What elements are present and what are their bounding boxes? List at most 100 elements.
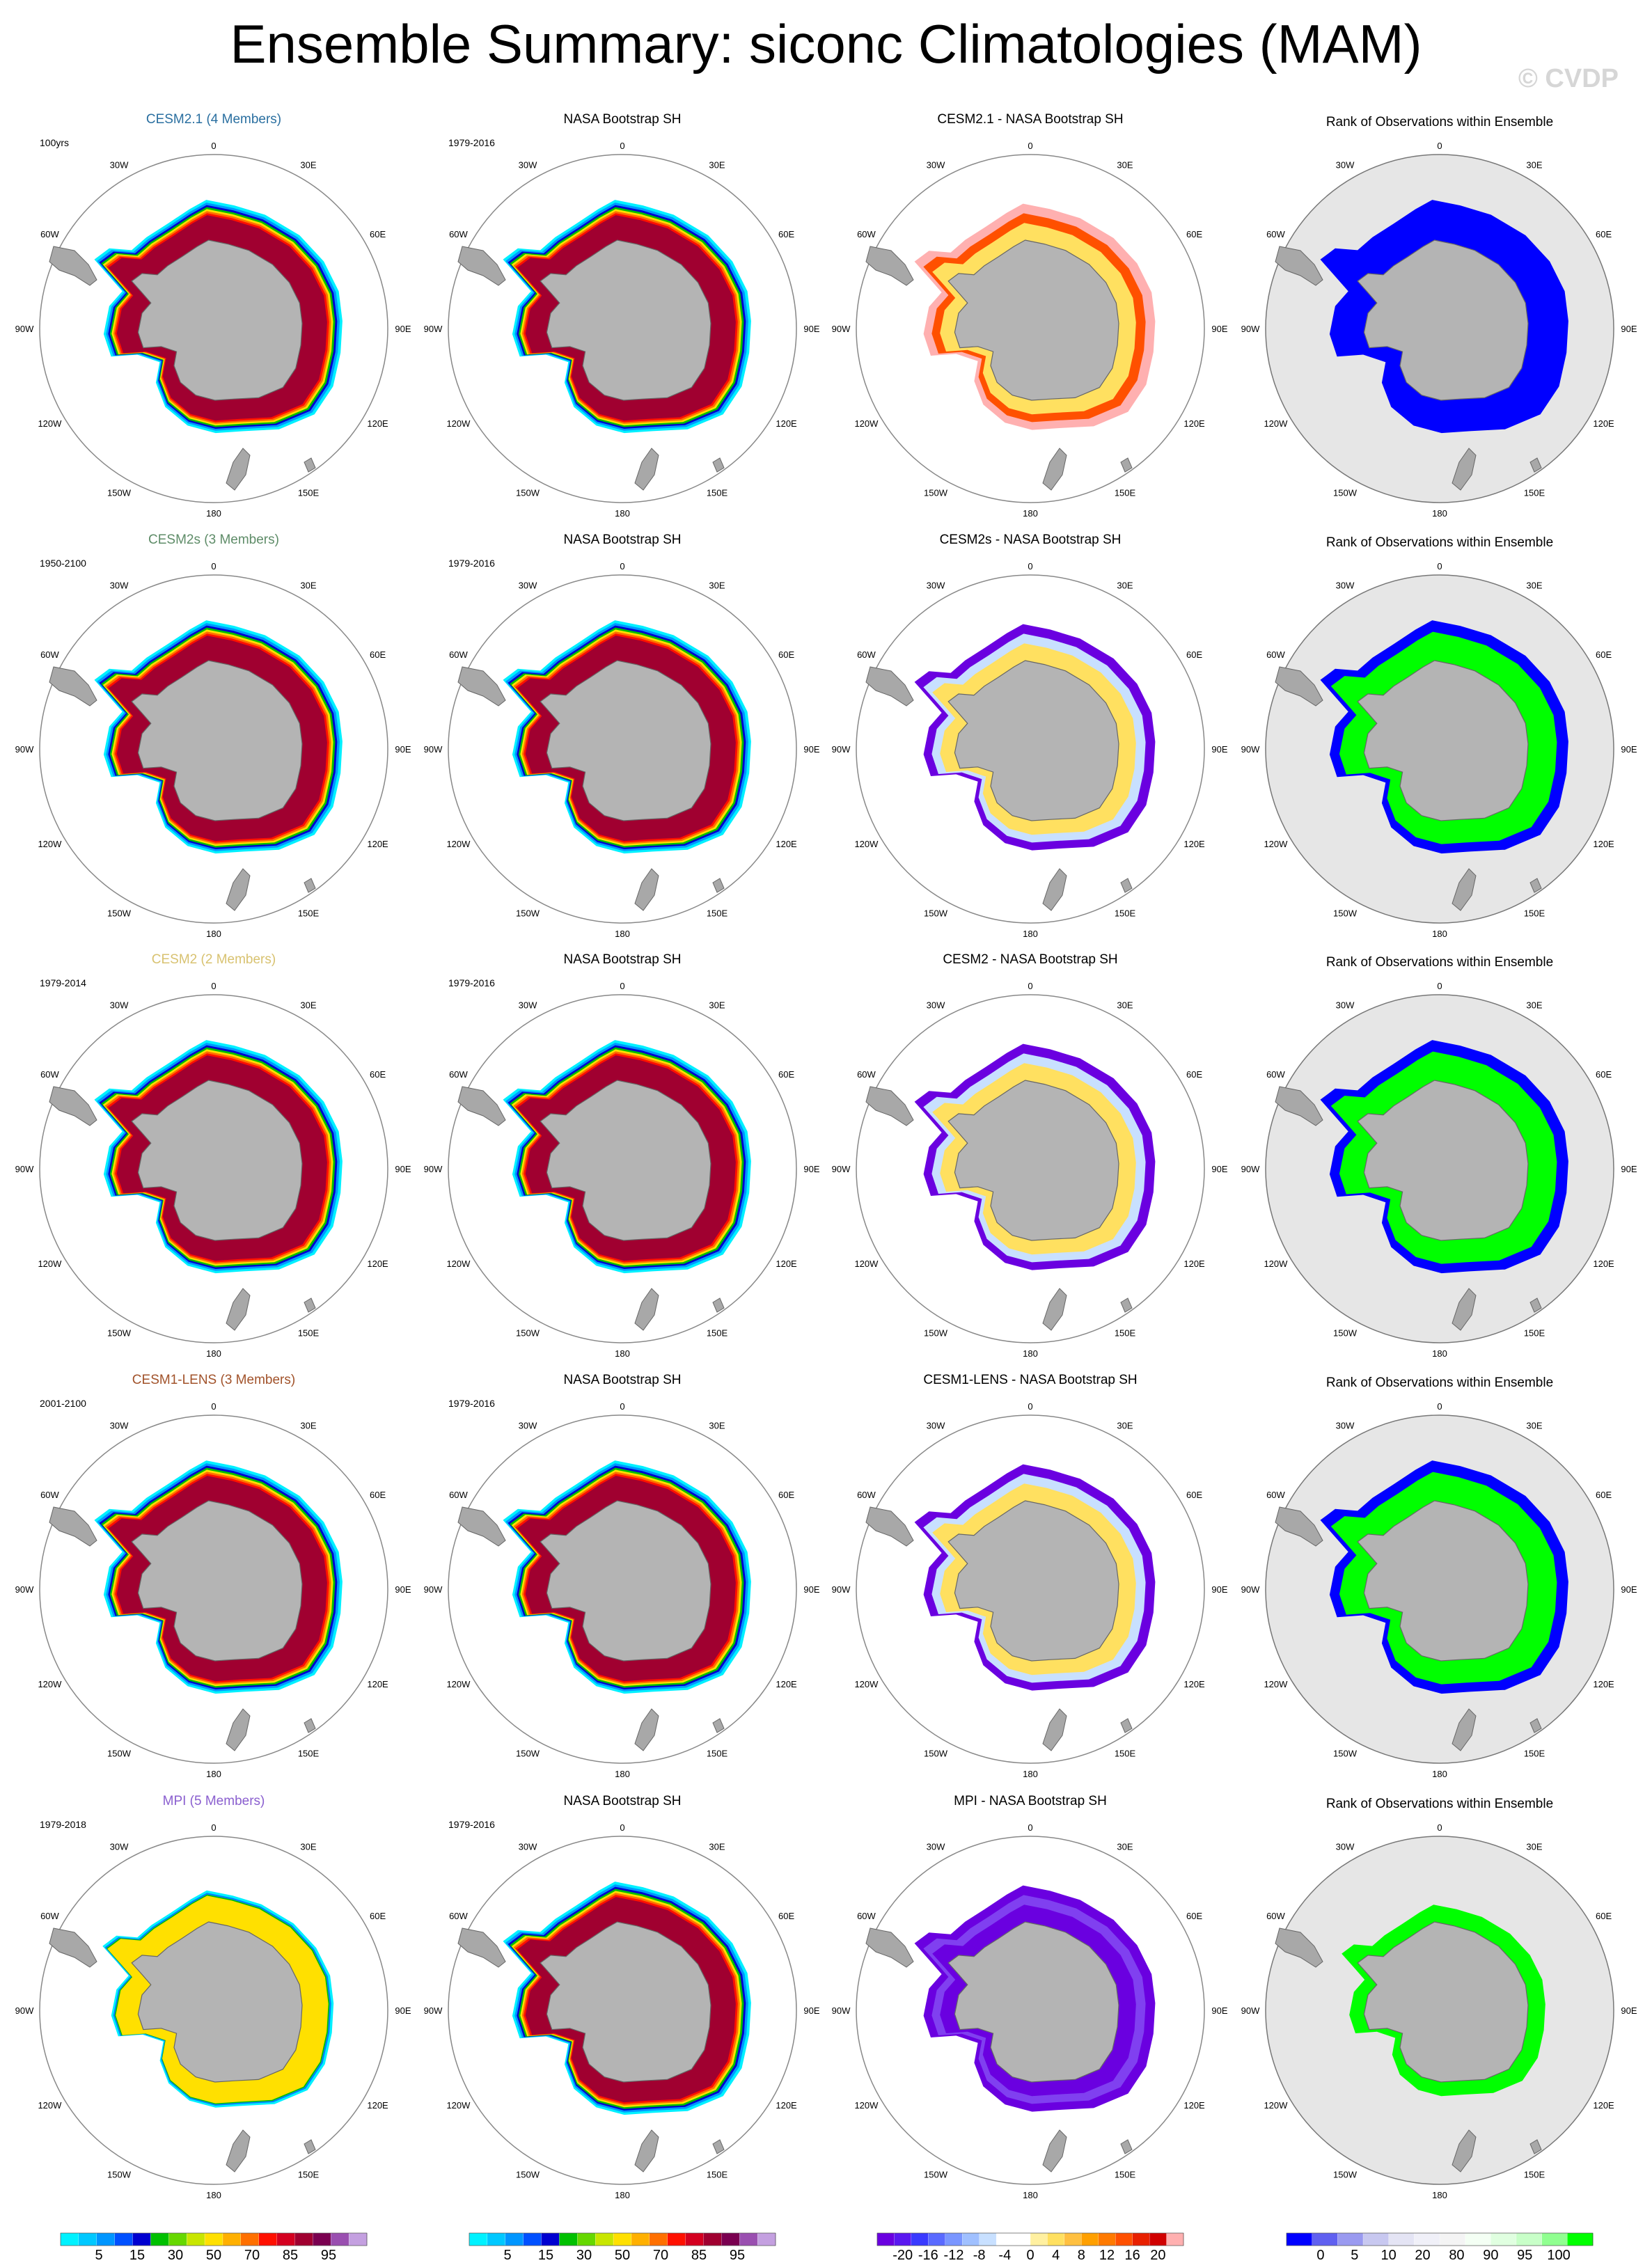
- colorbar-frame: [1286, 2232, 1594, 2246]
- lon-label-east: 150E: [1115, 1749, 1136, 1759]
- lon-label-east: 60E: [1596, 1069, 1612, 1080]
- lon-label-west: 90W: [15, 1164, 34, 1174]
- lon-label-west: 90W: [832, 2005, 851, 2016]
- lon-label-east: 90E: [1621, 2005, 1637, 2016]
- lon-label-bottom: 180: [1432, 1769, 1447, 1779]
- lon-label-bottom: 180: [206, 508, 221, 519]
- lon-label-west: 90W: [424, 2005, 443, 2016]
- colorbar-swatch: [114, 2232, 134, 2246]
- tasmania-land: [304, 1298, 316, 1313]
- antarctica-land: [947, 1500, 1119, 1662]
- colorbar-tick-label: 95: [1517, 2248, 1532, 2263]
- map-panel: 0 180 30E 30W 60E 60W 90E 90W 120E 120W 150E 150W CE…: [832, 533, 1228, 939]
- south-america-land: [49, 1927, 97, 1968]
- lon-label-west: 150W: [1333, 908, 1358, 919]
- lon-label-top: 0: [211, 141, 216, 151]
- lon-label-west: 60W: [40, 1911, 59, 1921]
- new-zealand-land: [1452, 1708, 1477, 1751]
- lon-label-west: 150W: [1333, 1749, 1358, 1759]
- lon-label-west: 30W: [519, 1420, 537, 1430]
- south-america-land: [49, 1506, 97, 1547]
- lon-label-bottom: 180: [1432, 929, 1447, 939]
- lon-label-bottom: 180: [615, 929, 630, 939]
- antarctica-land: [540, 1500, 711, 1662]
- map-panel: 0 180 30E 30W 60E 60W 90E 90W 120E 120W 150E 150W NA…: [424, 533, 820, 939]
- colorbar-swatch: [348, 2232, 368, 2246]
- lon-label-east: 120E: [1183, 1259, 1205, 1269]
- new-zealand-land: [1452, 868, 1477, 911]
- lon-label-west: 150W: [516, 1749, 540, 1759]
- panel-title-difference: CESM1-LENS - NASA Bootstrap SH: [923, 1373, 1137, 1387]
- colorbar-swatch: [739, 2232, 758, 2246]
- lon-label-west: 60W: [857, 1069, 876, 1080]
- lon-label-west: 30W: [519, 159, 537, 170]
- colorbar-swatch: [979, 2232, 997, 2246]
- colorbar-tick-label: 4: [1052, 2248, 1060, 2263]
- lon-label-west: 30W: [1336, 1000, 1355, 1010]
- lon-label-east: 30E: [1117, 1841, 1133, 1852]
- colorbar-swatch: [577, 2232, 596, 2246]
- lon-label-west: 30W: [110, 1000, 129, 1010]
- tasmania-land: [1529, 1718, 1542, 1733]
- colorbar-tick-label: 15: [538, 2248, 553, 2263]
- colorbar-swatch: [276, 2232, 296, 2246]
- lon-label-west: 150W: [107, 1749, 132, 1759]
- colorbar-swatch: [1115, 2232, 1133, 2246]
- antarctica-land: [947, 239, 1119, 401]
- lon-label-bottom: 180: [206, 1348, 221, 1359]
- lon-label-west: 90W: [1241, 324, 1260, 334]
- lon-label-west: 120W: [1264, 2100, 1288, 2111]
- antarctica-land: [131, 239, 303, 401]
- lon-label-west: 30W: [1336, 159, 1355, 170]
- lon-label-east: 30E: [709, 1000, 725, 1010]
- lon-label-bottom: 180: [1432, 1348, 1447, 1359]
- lon-label-east: 90E: [1211, 2005, 1227, 2016]
- panel-title-model: CESM1-LENS (3 Members): [132, 1373, 295, 1387]
- colorbar-tick-label: 95: [321, 2248, 336, 2263]
- new-zealand-land: [634, 1288, 659, 1331]
- lon-label-bottom: 180: [615, 1769, 630, 1779]
- lon-label-west: 30W: [1336, 580, 1355, 590]
- colorbar-swatch: [1388, 2232, 1415, 2246]
- new-zealand-land: [1042, 868, 1067, 911]
- lon-label-west: 120W: [854, 2100, 879, 2111]
- lon-label-west: 90W: [832, 1164, 851, 1174]
- panel-title-rank: Rank of Observations within Ensemble: [1326, 115, 1553, 129]
- lon-label-east: 60E: [1186, 229, 1202, 239]
- lon-label-west: 150W: [516, 1328, 540, 1339]
- lon-label-east: 90E: [1211, 744, 1227, 755]
- panel-title-model: MPI (5 Members): [163, 1794, 265, 1808]
- lon-label-west: 90W: [15, 324, 34, 334]
- new-zealand-land: [226, 868, 251, 911]
- colorbar-swatch: [703, 2232, 723, 2246]
- lon-label-east: 90E: [1621, 1584, 1637, 1595]
- panel-title-model: CESM2.1 (4 Members): [146, 112, 281, 127]
- lon-label-east: 150E: [707, 1328, 728, 1339]
- lon-label-east: 60E: [1186, 649, 1202, 660]
- colorbar-swatch: [541, 2232, 560, 2246]
- map-panel: 0 180 30E 30W 60E 60W 90E 90W 120E 120W 150E 150W NA…: [424, 112, 820, 519]
- colorbar-swatch: [559, 2232, 578, 2246]
- tasmania-land: [1120, 2139, 1133, 2154]
- lon-label-top: 0: [1028, 981, 1032, 991]
- lon-label-west: 120W: [1264, 1679, 1288, 1689]
- lon-label-east: 60E: [1596, 649, 1612, 660]
- antarctica-land: [1357, 1921, 1529, 2083]
- lon-label-west: 90W: [1241, 1584, 1260, 1595]
- lon-label-east: 150E: [1524, 488, 1545, 498]
- colorbar-swatch: [667, 2232, 686, 2246]
- lon-label-east: 150E: [1115, 1328, 1136, 1339]
- south-america-land: [865, 666, 914, 707]
- colorbar-unit: %: [1024, 2262, 1037, 2263]
- lon-label-top: 0: [211, 981, 216, 991]
- lon-label-east: 30E: [1117, 1000, 1133, 1010]
- colorbar-swatch: [1337, 2232, 1364, 2246]
- lon-label-east: 120E: [1183, 418, 1205, 429]
- colorbar-unit: %: [1433, 2262, 1446, 2263]
- colorbar-swatch: [928, 2232, 946, 2246]
- colorbar-swatch: [685, 2232, 705, 2246]
- colorbar-swatch: [204, 2232, 223, 2246]
- panel-title-model: CESM2s (3 Members): [148, 533, 279, 547]
- lon-label-east: 30E: [709, 1420, 725, 1430]
- lon-label-west: 90W: [832, 744, 851, 755]
